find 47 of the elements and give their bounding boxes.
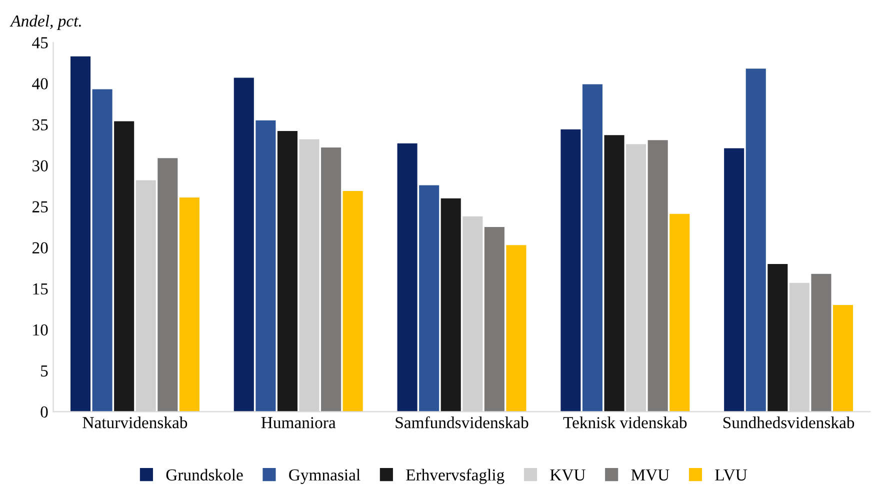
x-tick-label: Naturvidenskab [82, 416, 188, 428]
bar [158, 158, 178, 412]
x-tick-label: Humaniora [261, 417, 336, 428]
bar [234, 78, 254, 412]
bar [321, 147, 342, 412]
y-tick-label: 20 [32, 242, 48, 254]
bar [811, 274, 832, 412]
bar [648, 140, 668, 412]
y-tick-label: 45 [32, 37, 48, 48]
x-tick-label: Sundhedsvidenskab [723, 416, 854, 428]
bar [342, 190, 363, 412]
x-tick-label: Teknisk videnskab [563, 416, 687, 428]
bar [92, 89, 112, 412]
y-tick-label: 40 [32, 78, 48, 90]
legend-label: Gymnasial [289, 468, 360, 484]
bar [560, 129, 581, 412]
bar [277, 131, 298, 412]
y-tick-label: 25 [32, 201, 48, 212]
bar [604, 135, 624, 412]
legend-label: Erhvervsfaglig [406, 468, 504, 484]
bar [440, 198, 461, 412]
bar [670, 214, 690, 412]
legend-label: LVU [715, 469, 748, 481]
legend-label: Grundskole [166, 468, 243, 481]
y-tick-label: 0 [40, 406, 48, 418]
bar [832, 305, 854, 412]
bar [397, 143, 418, 412]
bar [114, 121, 134, 412]
bar [582, 84, 602, 412]
legend-label: MVU [631, 469, 670, 481]
y-tick-label: 5 [41, 366, 48, 377]
bar [419, 185, 440, 412]
y-tick-label: 15 [33, 283, 48, 295]
bar [768, 264, 788, 412]
bar [484, 227, 504, 412]
bar [724, 148, 744, 412]
y-tick-label: 10 [33, 324, 48, 336]
bar [256, 120, 276, 412]
y-tick-label: 35 [32, 119, 48, 130]
y-axis-title: Andel, pct. [10, 14, 81, 30]
legend-label: KVU [550, 469, 586, 481]
x-tick-label: Samfundsvidenskab [396, 416, 528, 428]
bar [506, 245, 526, 412]
bar [179, 198, 200, 412]
bar [746, 68, 766, 412]
y-tick-label: 30 [32, 160, 48, 172]
bar [70, 56, 91, 412]
